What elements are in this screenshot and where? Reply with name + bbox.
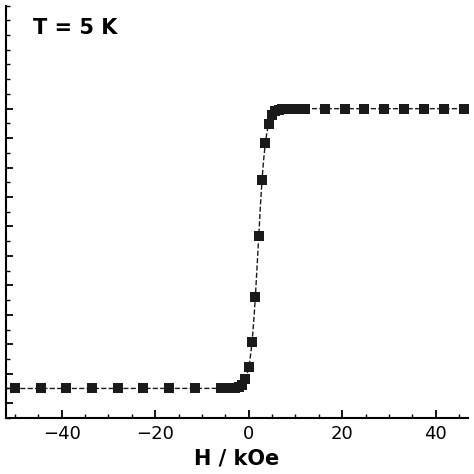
Text: T = 5 K: T = 5 K	[33, 18, 118, 38]
X-axis label: H / kOe: H / kOe	[194, 448, 280, 468]
